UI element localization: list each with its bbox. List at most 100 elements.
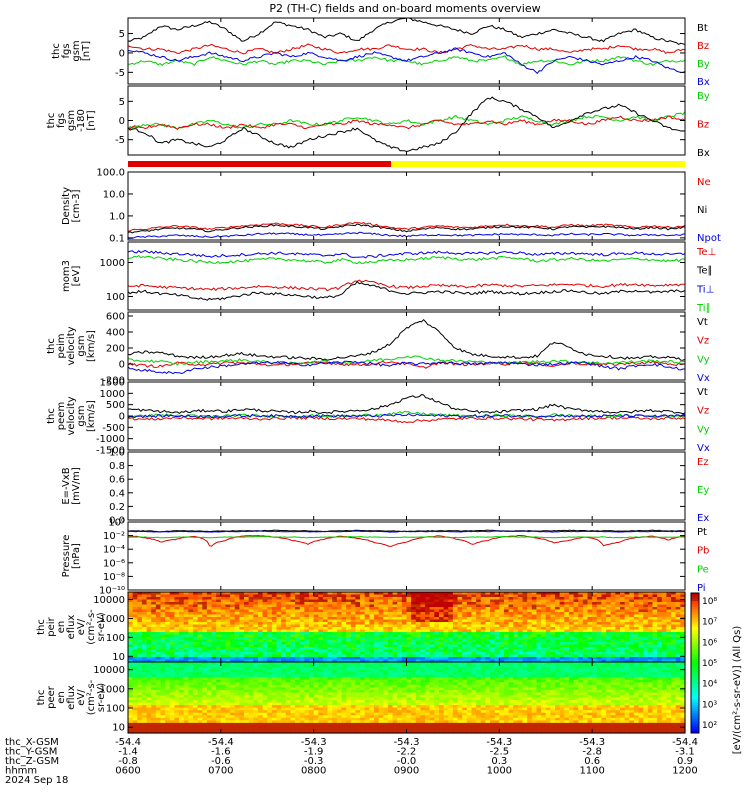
spectrogram-cell bbox=[267, 722, 273, 726]
spectrogram-cell bbox=[262, 644, 268, 648]
spectrogram-cell bbox=[392, 639, 398, 643]
spectrogram-cell bbox=[304, 684, 310, 688]
spectrogram-cell bbox=[169, 679, 176, 683]
spectrogram-cell bbox=[671, 644, 677, 648]
spectrogram-cell bbox=[285, 607, 292, 611]
spectrogram-cell bbox=[620, 644, 626, 648]
spectrogram-cell bbox=[151, 649, 157, 653]
spectrogram-cell bbox=[429, 612, 435, 616]
spectrogram-cell bbox=[332, 679, 338, 683]
spectrogram-cell bbox=[620, 604, 626, 608]
spectrogram-cell bbox=[573, 592, 579, 596]
spectrogram-cell bbox=[183, 662, 189, 666]
spectrogram-cell bbox=[290, 669, 296, 673]
spectrogram-cell bbox=[257, 612, 264, 616]
spectrogram-cell bbox=[541, 644, 547, 648]
spectrogram-cell bbox=[606, 622, 612, 626]
legend-entry-Pb: Pb bbox=[697, 546, 709, 557]
spectrogram-cell bbox=[179, 637, 185, 641]
spectrogram-cell bbox=[364, 632, 370, 636]
spectrogram-cell bbox=[620, 637, 626, 641]
spectrogram-cell bbox=[471, 637, 477, 641]
spectrogram-cell bbox=[610, 652, 616, 656]
spectrogram-cell bbox=[220, 722, 227, 726]
spectrogram-cell bbox=[304, 679, 310, 683]
spectrogram-cell bbox=[606, 612, 612, 616]
spectrogram-cell bbox=[322, 592, 329, 596]
spectrogram-cell bbox=[513, 604, 519, 608]
spectrogram-cell bbox=[146, 602, 152, 606]
spectrogram-cell bbox=[620, 649, 626, 653]
spectrogram-cell bbox=[160, 679, 166, 683]
spectrogram-cell bbox=[341, 607, 347, 611]
spectrogram-cell bbox=[151, 717, 157, 721]
spectrogram-cell bbox=[299, 612, 305, 616]
spectrogram-cell bbox=[309, 687, 315, 691]
spectrogram-cell bbox=[206, 712, 213, 716]
spectrogram-cell bbox=[573, 652, 579, 656]
spectrogram-cell bbox=[225, 700, 231, 704]
spectrogram-cell bbox=[216, 619, 222, 623]
spectrogram-cell bbox=[346, 592, 352, 596]
spectrogram-cell bbox=[146, 662, 152, 666]
spectrogram-cell bbox=[536, 607, 542, 611]
spectrogram-cell bbox=[192, 664, 199, 668]
spectrogram-cell bbox=[188, 642, 194, 646]
spectrogram-cell bbox=[239, 720, 245, 724]
spectrogram-cell bbox=[234, 597, 240, 601]
spectrogram-cell bbox=[638, 649, 644, 653]
spectrogram-cell bbox=[304, 599, 310, 603]
spectrogram-cell bbox=[573, 594, 579, 598]
spectrogram-cell bbox=[462, 614, 468, 618]
spectrogram-cell bbox=[295, 597, 301, 601]
spectrogram-cell bbox=[299, 624, 305, 628]
spectrogram-cell bbox=[216, 622, 222, 626]
spectrogram-cell bbox=[494, 617, 500, 621]
spectrogram-cell bbox=[638, 652, 644, 656]
spectrogram-cell bbox=[541, 622, 547, 626]
spectrogram-cell bbox=[244, 722, 250, 726]
spectrogram-cell bbox=[406, 599, 412, 603]
spectrogram-cell bbox=[457, 592, 463, 596]
spectrogram-cell bbox=[262, 602, 268, 606]
spectrogram-cell bbox=[137, 612, 143, 616]
spectrogram-cell bbox=[411, 592, 417, 596]
spectrogram-cell bbox=[420, 634, 426, 638]
spectrogram-cell bbox=[160, 627, 166, 631]
spectrogram-cell bbox=[271, 602, 278, 606]
spectrogram-cell bbox=[336, 684, 343, 688]
spectrogram-cell bbox=[559, 614, 565, 618]
spectrogram-cell bbox=[230, 592, 236, 596]
spectrogram-cell bbox=[244, 727, 250, 732]
spectrogram-cell bbox=[360, 654, 366, 658]
spectrogram-cell bbox=[513, 607, 519, 611]
panel-frame bbox=[127, 451, 686, 521]
spectrogram-cell bbox=[253, 712, 259, 716]
spectrogram-cell bbox=[522, 614, 528, 618]
spectrogram-cell bbox=[155, 707, 162, 711]
spectrogram-cell bbox=[299, 599, 305, 603]
spectrogram-cell bbox=[434, 657, 440, 661]
spectrogram-cell bbox=[490, 597, 496, 601]
spectrogram-cell bbox=[452, 659, 459, 663]
spectrogram-cell bbox=[146, 727, 152, 732]
spectrogram-cell bbox=[438, 649, 445, 653]
spectrogram-cell bbox=[592, 604, 598, 608]
spectrogram-cell bbox=[179, 689, 185, 694]
spectrogram-cell bbox=[596, 592, 603, 596]
legend-entry-By: By bbox=[697, 91, 710, 102]
spectrogram-cell bbox=[568, 642, 575, 646]
spectrogram-cell bbox=[624, 659, 630, 663]
spectrogram-cell bbox=[494, 657, 500, 661]
spectrogram-cell bbox=[397, 639, 403, 643]
spectrogram-cell bbox=[387, 654, 394, 658]
spectrogram-cell bbox=[271, 694, 278, 699]
spectrogram-cell bbox=[234, 639, 240, 643]
spectrogram-cell bbox=[434, 604, 440, 608]
legend-entry-Ti⊥: Ti⊥ bbox=[696, 284, 714, 295]
spectrogram-cell bbox=[457, 602, 463, 606]
spectrogram-cell bbox=[151, 642, 157, 646]
spectrogram-cell bbox=[443, 619, 449, 623]
spectrogram-cell bbox=[271, 697, 278, 701]
spectrogram-cell bbox=[179, 692, 185, 696]
